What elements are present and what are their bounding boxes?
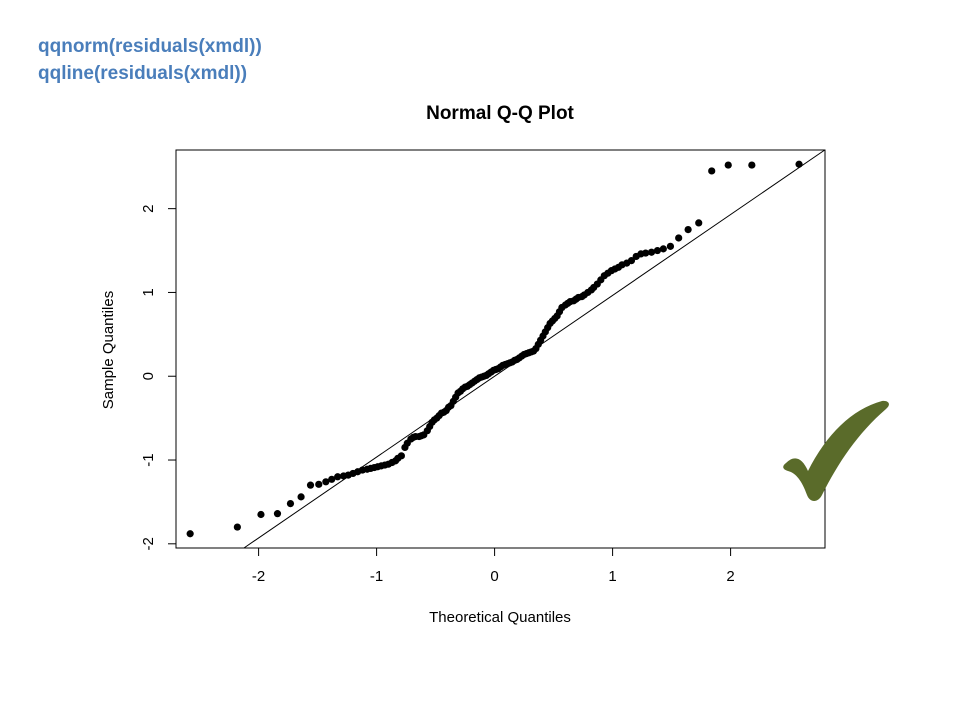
data-point [286,499,295,508]
data-point [647,248,656,256]
data-point [315,480,323,488]
data-point [328,475,336,483]
y-tick-label: -2 [140,537,157,550]
data-point [659,245,667,253]
checkmark-icon [783,400,889,501]
data-point [795,160,803,168]
chart-title: Normal Q-Q Plot [426,103,574,124]
data-point [642,249,650,257]
data-point [397,452,405,460]
data-point [724,161,732,169]
y-tick-label: 2 [140,204,157,212]
x-axis-label: Theoretical Quantiles [429,609,571,626]
data-point [233,523,241,531]
data-point [653,246,662,255]
y-tick-label: 0 [140,372,157,380]
data-point [708,167,716,175]
y-axis-label: Sample Quantiles [100,291,117,409]
data-point [297,493,305,501]
data-point [334,473,342,481]
data-point [675,234,683,242]
data-point [666,242,675,250]
x-tick-label: -1 [370,568,383,585]
y-tick-label: -1 [140,453,157,466]
data-point [257,510,265,519]
y-tick-label: 1 [140,288,157,296]
x-tick-label: 1 [608,568,616,585]
data-point [306,481,315,489]
x-tick-label: -2 [252,568,265,585]
x-tick-label: 2 [726,568,734,585]
data-point [322,478,330,486]
data-point [627,257,636,265]
data-point [273,510,282,518]
data-point [695,219,703,227]
plot-frame [175,149,826,549]
code-line-qqnorm: qqnorm(residuals(xmdl)) [38,36,262,57]
data-point [748,161,756,169]
code-block: qqnorm(residuals(xmdl)) qqline(residuals… [38,33,262,87]
data-point [186,530,194,538]
points-group [186,160,803,538]
data-point [684,226,692,234]
y-axis: -2 -1 0 1 2 [140,204,177,550]
code-line-qqline: qqline(residuals(xmdl)) [38,63,248,84]
x-tick-label: 0 [490,568,498,585]
x-axis: -2 -1 0 1 2 [252,547,735,585]
